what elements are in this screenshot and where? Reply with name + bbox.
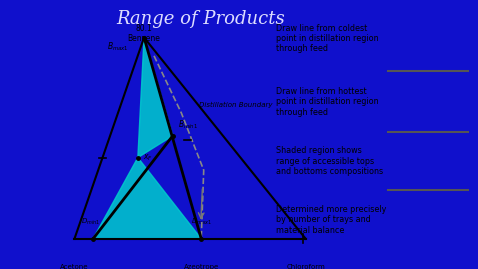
Text: Determined more precisely
by number of trays and
material balance: Determined more precisely by number of t… bbox=[276, 205, 386, 235]
Text: $B_{min1}$: $B_{min1}$ bbox=[178, 119, 198, 131]
Text: Draw line from coldest
point in distillation region
through feed: Draw line from coldest point in distilla… bbox=[276, 24, 378, 53]
Text: Draw line from hottest
point in distillation region
through feed: Draw line from hottest point in distilla… bbox=[276, 87, 378, 117]
Polygon shape bbox=[93, 158, 201, 239]
Text: Chloroform
61.2: Chloroform 61.2 bbox=[286, 264, 325, 269]
Text: $B_{max1}$: $B_{max1}$ bbox=[108, 40, 129, 53]
Text: Distillation Boundary: Distillation Boundary bbox=[199, 102, 273, 108]
Text: Shaded region shows
range of accessible tops
and bottoms compositions: Shaded region shows range of accessible … bbox=[276, 146, 383, 176]
Text: Azeotrope
64.4: Azeotrope 64.4 bbox=[184, 264, 219, 269]
Text: $D_{min1}$: $D_{min1}$ bbox=[81, 217, 100, 227]
Text: Acetone
56.2: Acetone 56.2 bbox=[60, 264, 89, 269]
Text: $D_{max1}$: $D_{max1}$ bbox=[191, 217, 212, 227]
Polygon shape bbox=[138, 38, 173, 158]
Text: $x_F$: $x_F$ bbox=[143, 152, 152, 163]
Text: Range of Products: Range of Products bbox=[116, 10, 285, 28]
Text: 80.1
Benzene: 80.1 Benzene bbox=[128, 24, 161, 43]
